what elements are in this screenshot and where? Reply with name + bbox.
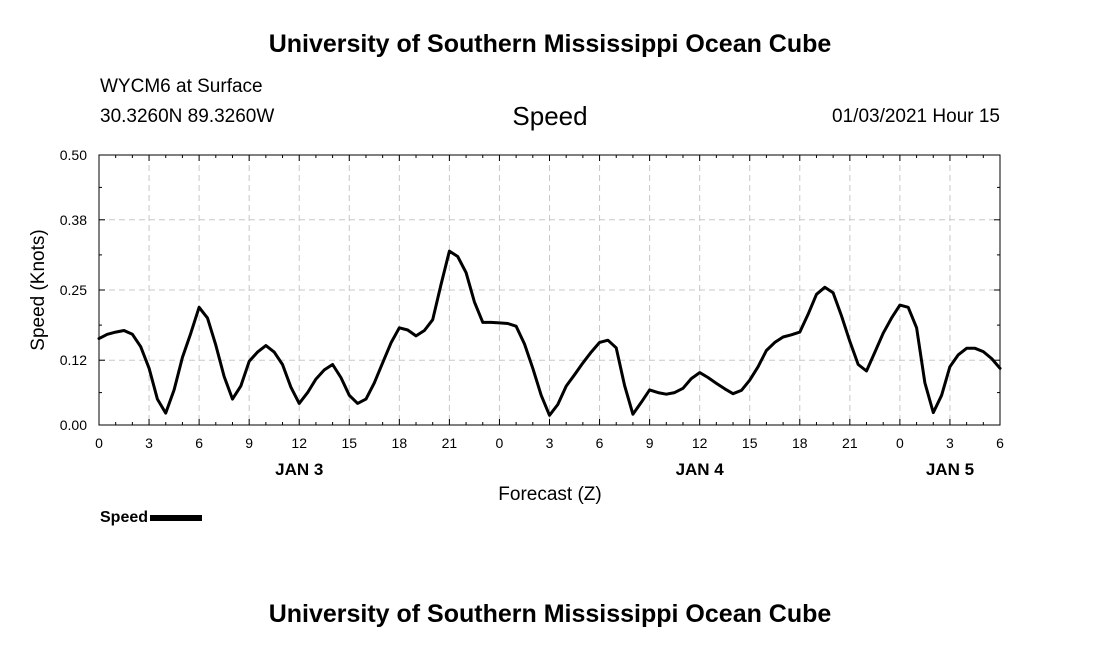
- day-label: JAN 5: [926, 460, 974, 479]
- x-tick-label: 21: [842, 435, 858, 451]
- y-axis-label: Speed (Knots): [28, 229, 49, 350]
- coordinates-label: 30.3260N 89.3260W: [100, 106, 275, 127]
- y-tick-label: 0.12: [60, 352, 87, 368]
- footer-title: University of Southern Mississippi Ocean…: [268, 600, 832, 628]
- legend-line-swatch: [150, 514, 203, 521]
- day-label: JAN 3: [275, 460, 323, 479]
- y-tick-label: 0.00: [60, 417, 87, 433]
- x-tick-label: 21: [442, 435, 458, 451]
- x-axis-label: Forecast (Z): [498, 484, 601, 505]
- chart-title: University of Southern Mississippi Ocean…: [268, 30, 832, 58]
- x-tick-label: 3: [145, 435, 153, 451]
- day-labels: JAN 3 JAN 4 JAN 5: [275, 460, 974, 479]
- y-tick-label: 0.25: [60, 282, 87, 298]
- grid-lines: [99, 155, 1000, 425]
- x-tick-label: 9: [646, 435, 654, 451]
- x-tick-label: 0: [95, 435, 103, 451]
- x-tick-label: 3: [546, 435, 554, 451]
- series-line-speed: [97, 249, 1002, 417]
- legend: Speed: [100, 509, 203, 527]
- x-tick-label: 12: [692, 435, 708, 451]
- x-tick-label: 15: [341, 435, 357, 451]
- x-tick-label: 15: [742, 435, 758, 451]
- x-tick-label: 12: [291, 435, 307, 451]
- x-tick-label: 6: [596, 435, 604, 451]
- y-tick-label: 0.50: [60, 147, 87, 163]
- station-label: WYCM6 at Surface: [100, 76, 263, 97]
- x-tick-label: 6: [996, 435, 1004, 451]
- x-tick-label: 18: [392, 435, 408, 451]
- series-layer: [97, 249, 1002, 417]
- parameter-title: Speed: [512, 101, 588, 131]
- legend-label: Speed: [100, 509, 149, 526]
- x-axis-ticks: 0 3 6 9 12 15 18 21 0 3 6 9 12 15 18 21 0 3 6: [95, 155, 1004, 451]
- x-tick-label: 0: [896, 435, 904, 451]
- y-tick-label: 0.38: [60, 212, 87, 228]
- x-tick-label: 6: [195, 435, 203, 451]
- day-label: JAN 4: [676, 460, 725, 479]
- datetime-label: 01/03/2021 Hour 15: [832, 106, 1000, 127]
- x-tick-label: 18: [792, 435, 808, 451]
- x-tick-label: 3: [946, 435, 954, 451]
- x-tick-label: 0: [496, 435, 504, 451]
- y-axis-ticks: 0.00 0.12 0.25 0.38 0.50: [60, 147, 1000, 433]
- x-tick-label: 9: [245, 435, 253, 451]
